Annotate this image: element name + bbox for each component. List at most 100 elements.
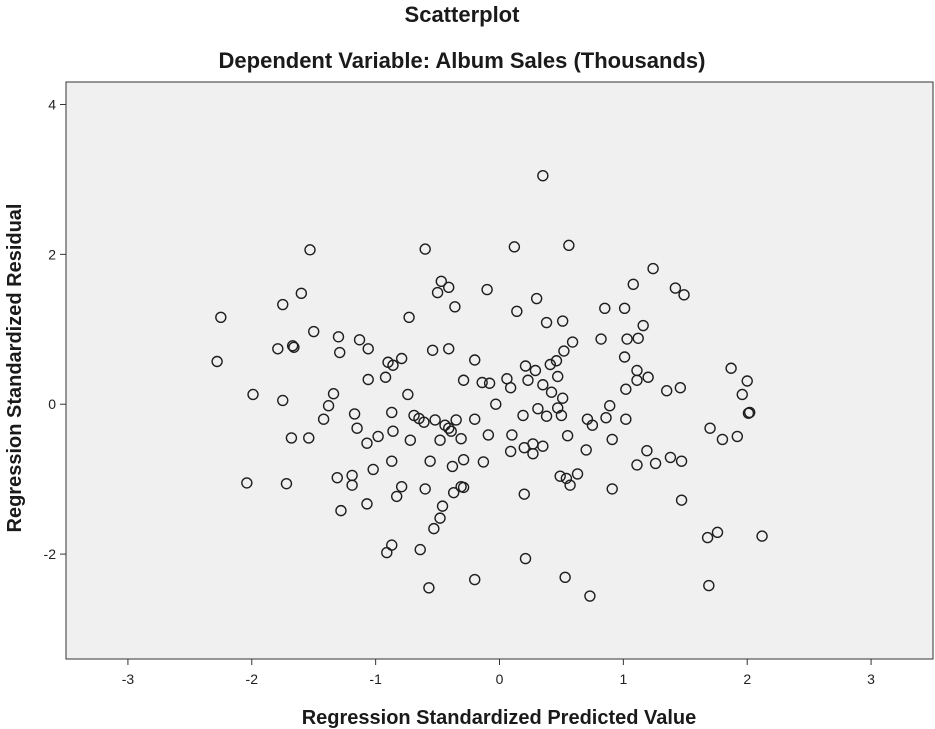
scatter-point bbox=[537, 440, 549, 452]
scatter-point bbox=[571, 468, 584, 480]
y-tick-label: -2 bbox=[44, 546, 57, 562]
scatter-point bbox=[362, 373, 374, 386]
scatter-point bbox=[661, 385, 673, 397]
scatter-point bbox=[540, 316, 553, 329]
scatter-point bbox=[386, 455, 398, 467]
scatter-point bbox=[604, 400, 616, 412]
scatter-point bbox=[741, 375, 753, 387]
scatter-point bbox=[390, 490, 403, 503]
scatter-point bbox=[504, 382, 517, 394]
scatter-point bbox=[669, 282, 682, 294]
x-tick-label: 1 bbox=[619, 671, 627, 687]
scatter-point bbox=[558, 345, 570, 357]
scatter-point bbox=[490, 398, 502, 410]
y-axis-ticks: -2 0 2 4 bbox=[44, 96, 66, 562]
scatter-point bbox=[599, 302, 611, 315]
scatter-point bbox=[564, 479, 576, 491]
scatter-point bbox=[482, 429, 495, 441]
scatter-point bbox=[317, 413, 330, 425]
scatter-point bbox=[449, 301, 461, 313]
x-tick-label: 3 bbox=[867, 671, 875, 687]
scatter-point bbox=[554, 470, 566, 482]
scatter-point bbox=[620, 413, 632, 425]
scatter-point bbox=[637, 319, 649, 332]
scatter-point bbox=[522, 374, 534, 386]
scatter-point bbox=[641, 444, 653, 457]
scatter-point bbox=[286, 340, 299, 352]
scatter-point bbox=[436, 500, 449, 512]
scatter-point bbox=[372, 430, 384, 443]
scatter-point bbox=[731, 430, 744, 443]
x-axis-ticks: -3 -2 -1 0 1 2 3 bbox=[122, 659, 875, 687]
scatter-point bbox=[280, 477, 293, 490]
scatter-point bbox=[469, 573, 481, 586]
scatter-point bbox=[504, 445, 517, 458]
scatter-point bbox=[443, 422, 455, 434]
scatter-point bbox=[303, 432, 315, 444]
x-tick-label: -3 bbox=[122, 671, 135, 687]
scatter-point bbox=[215, 311, 227, 323]
scatter-point bbox=[703, 579, 715, 592]
scatter-point bbox=[353, 334, 366, 346]
scatter-point bbox=[675, 494, 688, 506]
scatter-point bbox=[439, 419, 451, 431]
scatter-point bbox=[483, 377, 496, 389]
scatter-point bbox=[580, 444, 592, 456]
data-points bbox=[211, 169, 768, 602]
scatter-point bbox=[476, 376, 488, 389]
scatter-point bbox=[563, 239, 575, 252]
scatter-point bbox=[277, 394, 289, 407]
scatter-point bbox=[288, 341, 300, 353]
scatter-point bbox=[675, 455, 688, 467]
y-tick-label: 2 bbox=[48, 246, 56, 262]
scatter-point bbox=[295, 287, 308, 300]
scatter-point bbox=[555, 409, 568, 422]
scatter-point bbox=[544, 358, 556, 371]
scatter-point bbox=[272, 343, 284, 355]
scatter-point bbox=[556, 392, 569, 404]
scatter-point bbox=[537, 379, 549, 391]
scatter-point bbox=[402, 388, 414, 401]
scatter-point bbox=[361, 498, 373, 510]
scatter-point bbox=[381, 546, 393, 559]
scatter-point bbox=[586, 419, 599, 431]
scatter-point bbox=[606, 483, 618, 495]
scatter-point bbox=[348, 408, 361, 420]
scatter-point bbox=[322, 400, 335, 412]
scatter-point bbox=[211, 355, 223, 368]
scatter-point bbox=[469, 413, 481, 425]
scatter-point bbox=[756, 530, 768, 542]
scatter-point bbox=[511, 305, 523, 318]
x-tick-label: 0 bbox=[496, 671, 504, 687]
scatter-point bbox=[736, 388, 748, 401]
scatter-point bbox=[620, 383, 632, 395]
chart-title: Scatterplot bbox=[405, 2, 521, 27]
scatter-point bbox=[584, 590, 596, 602]
chart-subtitle: Dependent Variable: Album Sales (Thousan… bbox=[219, 48, 706, 73]
scatter-point bbox=[351, 422, 363, 434]
scatter-point bbox=[308, 325, 320, 338]
scatter-point bbox=[545, 386, 558, 398]
scatter-point bbox=[457, 481, 470, 494]
scatter-point bbox=[447, 486, 460, 499]
y-axis-label: Regression Standardized Residual bbox=[4, 204, 26, 533]
scatter-point bbox=[530, 292, 543, 305]
scatter-point bbox=[395, 352, 408, 365]
scatter-point bbox=[285, 432, 298, 444]
scatter-point bbox=[664, 451, 677, 464]
plot-area bbox=[65, 81, 934, 660]
scatter-point bbox=[560, 472, 573, 485]
scatter-point bbox=[481, 283, 493, 296]
scatter-point bbox=[642, 371, 654, 383]
scatter-point bbox=[552, 370, 564, 383]
y-tick-label: 4 bbox=[48, 96, 56, 112]
scatter-point bbox=[600, 412, 612, 424]
scatter-point bbox=[457, 453, 470, 466]
scatter-point bbox=[367, 463, 379, 476]
scatter-point bbox=[443, 281, 455, 294]
x-tick-label: -1 bbox=[369, 671, 382, 687]
x-tick-label: 2 bbox=[743, 671, 751, 687]
scatter-point bbox=[649, 457, 662, 470]
scatter-point bbox=[469, 354, 481, 366]
